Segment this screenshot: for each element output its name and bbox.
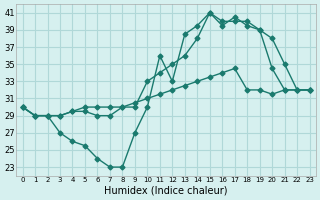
X-axis label: Humidex (Indice chaleur): Humidex (Indice chaleur) bbox=[104, 186, 228, 196]
